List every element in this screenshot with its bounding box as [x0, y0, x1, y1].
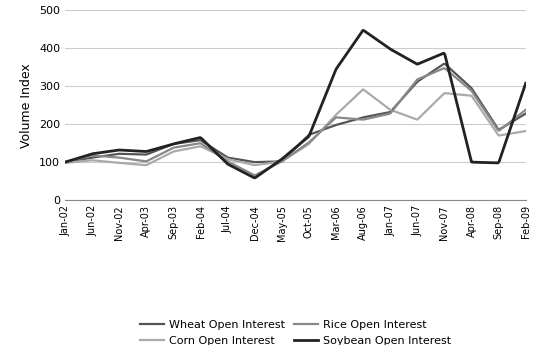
- Rice Open Interest: [396, 101, 402, 105]
- Corn Open Interest: [62, 161, 68, 165]
- Soybean Open Interest: [212, 150, 218, 154]
- Rice Open Interest: [398, 98, 404, 102]
- Corn Open Interest: [353, 94, 359, 98]
- Corn Open Interest: [213, 152, 220, 156]
- Line: Soybean Open Interest: Soybean Open Interest: [65, 30, 526, 178]
- Rice Open Interest: [522, 108, 529, 112]
- Line: Corn Open Interest: Corn Open Interest: [65, 89, 526, 165]
- Corn Open Interest: [360, 87, 366, 91]
- Soybean Open Interest: [117, 148, 124, 152]
- Y-axis label: Volume Index: Volume Index: [21, 63, 34, 148]
- Soybean Open Interest: [62, 160, 68, 164]
- Soybean Open Interest: [399, 54, 405, 58]
- Corn Open Interest: [117, 161, 124, 165]
- Wheat Open Interest: [244, 159, 251, 163]
- Rice Open Interest: [62, 160, 68, 164]
- Corn Open Interest: [399, 112, 405, 116]
- Corn Open Interest: [143, 163, 149, 167]
- Rice Open Interest: [251, 173, 257, 177]
- Wheat Open Interest: [395, 102, 401, 106]
- Rice Open Interest: [244, 170, 251, 174]
- Soybean Open Interest: [244, 172, 251, 176]
- Corn Open Interest: [397, 111, 403, 115]
- Wheat Open Interest: [397, 99, 403, 103]
- Line: Wheat Open Interest: Wheat Open Interest: [65, 64, 526, 162]
- Corn Open Interest: [522, 129, 529, 133]
- Wheat Open Interest: [212, 147, 218, 151]
- Soybean Open Interest: [353, 38, 359, 42]
- Rice Open Interest: [212, 151, 218, 155]
- Wheat Open Interest: [522, 111, 529, 116]
- Soybean Open Interest: [251, 176, 257, 180]
- Corn Open Interest: [246, 162, 252, 166]
- Wheat Open Interest: [117, 152, 124, 156]
- Wheat Open Interest: [62, 160, 68, 164]
- Rice Open Interest: [353, 117, 359, 121]
- Legend: Wheat Open Interest, Corn Open Interest, Rice Open Interest, Soybean Open Intere: Wheat Open Interest, Corn Open Interest,…: [136, 316, 455, 345]
- Wheat Open Interest: [442, 62, 448, 66]
- Wheat Open Interest: [352, 118, 358, 122]
- Soybean Open Interest: [397, 52, 403, 57]
- Soybean Open Interest: [522, 81, 529, 85]
- Rice Open Interest: [117, 156, 124, 160]
- Line: Rice Open Interest: Rice Open Interest: [65, 68, 526, 175]
- Soybean Open Interest: [360, 28, 366, 32]
- Rice Open Interest: [441, 66, 447, 70]
